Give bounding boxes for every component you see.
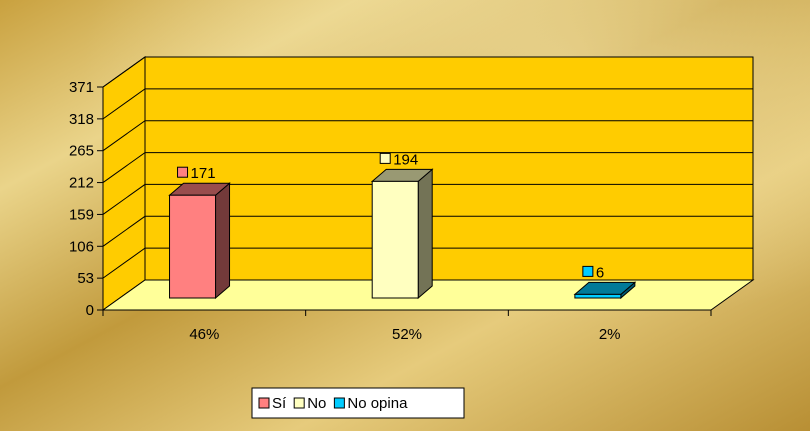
bar-2 bbox=[370, 168, 434, 300]
y-tick-label: 53 bbox=[77, 270, 94, 287]
gridline bbox=[102, 56, 753, 88]
bar-front bbox=[169, 194, 217, 299]
gridline bbox=[102, 88, 753, 120]
bar-front bbox=[371, 180, 419, 299]
gridline bbox=[102, 152, 753, 183]
data-label-key bbox=[582, 265, 594, 277]
data-label-key bbox=[177, 166, 189, 178]
category-label: 46% bbox=[189, 326, 219, 343]
bar-side bbox=[215, 182, 231, 300]
gridline bbox=[102, 183, 753, 215]
legend-swatch bbox=[258, 397, 270, 409]
legend-label: No opina bbox=[347, 395, 408, 412]
bar-front bbox=[574, 293, 622, 299]
plot-area: 0 53 106 159 212 265 318 371 46% 52% 2% 171 194 6 bbox=[69, 56, 755, 343]
category-label: 2% bbox=[599, 326, 621, 343]
legend-label: No bbox=[307, 395, 326, 412]
gridline bbox=[102, 247, 753, 279]
side-wall bbox=[102, 56, 146, 311]
y-tick-label: 318 bbox=[69, 111, 94, 128]
gridline bbox=[102, 215, 753, 247]
data-label: 194 bbox=[393, 151, 418, 168]
back-wall bbox=[144, 56, 754, 281]
y-tick-label: 371 bbox=[69, 79, 94, 96]
data-label-key bbox=[379, 152, 391, 164]
y-tick-label: 106 bbox=[69, 238, 94, 255]
y-tick-label: 159 bbox=[69, 206, 94, 223]
category-label: 52% bbox=[392, 326, 422, 343]
y-tick-label: 265 bbox=[69, 143, 94, 160]
data-label: 6 bbox=[596, 264, 604, 281]
y-tick-label: 212 bbox=[69, 175, 94, 192]
y-tick-label: 0 bbox=[86, 302, 94, 319]
bar-side bbox=[417, 168, 433, 300]
gridline bbox=[102, 120, 753, 152]
data-label: 171 bbox=[191, 165, 216, 182]
legend-box bbox=[251, 387, 465, 419]
bar-3 bbox=[573, 281, 637, 300]
bar-1 bbox=[168, 182, 231, 300]
legend-swatch bbox=[333, 397, 345, 409]
legend-label: Sí bbox=[272, 395, 287, 412]
legend-swatch bbox=[293, 397, 305, 409]
legend: Sí No No opina bbox=[251, 387, 465, 419]
